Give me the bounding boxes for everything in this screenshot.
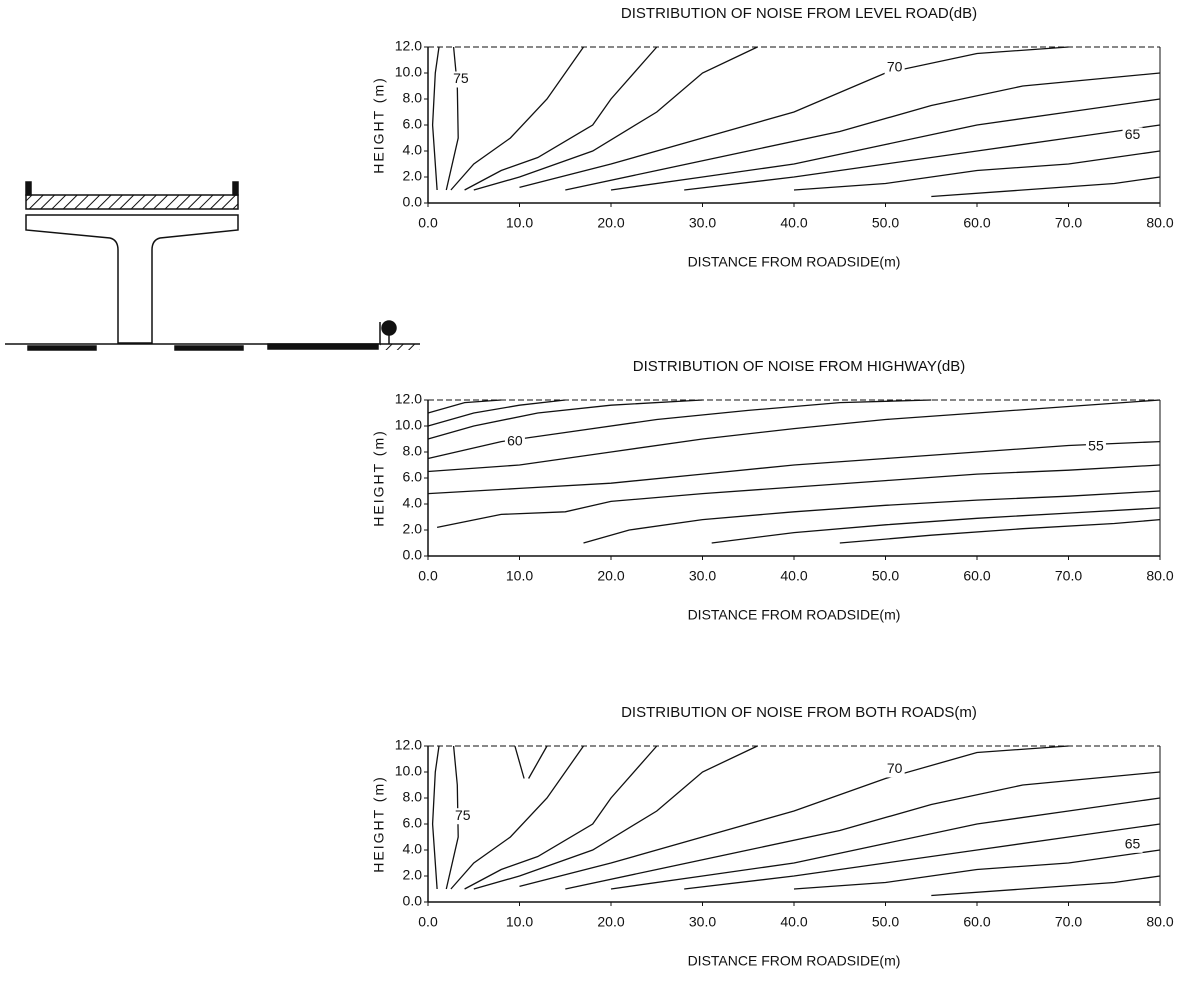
contour-level-label: 65	[1125, 836, 1141, 852]
chart-title: DISTRIBUTION OF NOISE FROM HIGHWAY(dB)	[633, 358, 966, 375]
y-axis-label: HEIGHT (m)	[371, 775, 387, 873]
contour-level-label: 60	[507, 432, 523, 448]
x-tick-label: 30.0	[689, 215, 716, 231]
y-tick-label: 10.0	[395, 763, 422, 779]
y-tick-label: 12.0	[395, 737, 422, 753]
contour-level-label: 75	[455, 807, 471, 823]
chart-title: DISTRIBUTION OF NOISE FROM BOTH ROADS(m)	[621, 704, 977, 721]
y-tick-label: 8.0	[403, 443, 423, 459]
contour-line	[520, 746, 1069, 886]
x-tick-label: 0.0	[418, 568, 438, 584]
contour-line	[465, 746, 657, 889]
x-axis-label: DISTANCE FROM ROADSIDE(m)	[688, 607, 901, 623]
contour-line	[428, 400, 931, 459]
contour-level-label: 70	[887, 59, 903, 75]
contour-line	[611, 798, 1160, 889]
y-tick-label: 2.0	[403, 867, 423, 883]
y-tick-label: 8.0	[403, 789, 423, 805]
x-tick-label: 10.0	[506, 914, 533, 930]
x-tick-label: 70.0	[1055, 215, 1082, 231]
contour-level-label: 55	[1088, 438, 1104, 454]
contour-line	[684, 824, 1160, 889]
x-tick-label: 40.0	[780, 568, 807, 584]
x-tick-label: 50.0	[872, 914, 899, 930]
contour-line	[465, 47, 657, 190]
x-tick-label: 30.0	[689, 568, 716, 584]
contour-line	[437, 465, 1160, 527]
y-axis-label: HEIGHT (m)	[371, 76, 387, 174]
x-tick-label: 40.0	[780, 914, 807, 930]
contour-line	[474, 746, 758, 889]
contour-line	[433, 746, 439, 889]
x-tick-label: 80.0	[1146, 215, 1173, 231]
x-axis-label: DISTANCE FROM ROADSIDE(m)	[688, 953, 901, 969]
contour-level-label: 75	[453, 70, 469, 86]
y-tick-label: 6.0	[403, 815, 423, 831]
x-tick-label: 20.0	[597, 914, 624, 930]
x-tick-label: 20.0	[597, 215, 624, 231]
y-tick-label: 0.0	[403, 194, 423, 210]
x-tick-label: 20.0	[597, 568, 624, 584]
y-tick-label: 2.0	[403, 521, 423, 537]
contour-line	[515, 746, 524, 779]
y-tick-label: 10.0	[395, 64, 422, 80]
contour-line	[931, 177, 1160, 197]
contour-line	[428, 442, 1160, 494]
y-tick-label: 4.0	[403, 142, 423, 158]
x-tick-label: 60.0	[963, 568, 990, 584]
chart-title: DISTRIBUTION OF NOISE FROM LEVEL ROAD(dB…	[621, 5, 977, 22]
x-tick-label: 80.0	[1146, 568, 1173, 584]
x-tick-label: 70.0	[1055, 568, 1082, 584]
y-tick-label: 2.0	[403, 168, 423, 184]
contour-line	[565, 772, 1160, 889]
contour-line	[611, 99, 1160, 190]
contour-line	[584, 491, 1161, 543]
contour-line	[428, 400, 565, 426]
x-tick-label: 70.0	[1055, 914, 1082, 930]
x-tick-label: 50.0	[872, 568, 899, 584]
contour-line	[931, 876, 1160, 896]
bridge-diagram	[5, 182, 420, 350]
y-axis-label: HEIGHT (m)	[371, 429, 387, 527]
contour-level-label: 70	[887, 760, 903, 776]
contour-line	[446, 47, 458, 190]
contour-line	[433, 47, 439, 190]
contour-level-label: 65	[1125, 126, 1141, 142]
page: DISTRIBUTION OF NOISE FROM LEVEL ROAD(dB…	[0, 0, 1182, 984]
contour-line	[474, 47, 758, 190]
contour-line	[451, 47, 584, 190]
x-axis-label: DISTANCE FROM ROADSIDE(m)	[688, 254, 901, 270]
y-tick-label: 8.0	[403, 90, 423, 106]
y-tick-label: 4.0	[403, 841, 423, 857]
x-tick-label: 10.0	[506, 215, 533, 231]
x-tick-label: 30.0	[689, 914, 716, 930]
x-tick-label: 60.0	[963, 914, 990, 930]
y-tick-label: 6.0	[403, 469, 423, 485]
y-tick-label: 10.0	[395, 417, 422, 433]
x-tick-label: 60.0	[963, 215, 990, 231]
contour-line	[520, 47, 1069, 187]
x-tick-label: 0.0	[418, 215, 438, 231]
y-tick-label: 4.0	[403, 495, 423, 511]
y-tick-label: 0.0	[403, 893, 423, 909]
y-tick-label: 6.0	[403, 116, 423, 132]
x-tick-label: 0.0	[418, 914, 438, 930]
contour-line	[840, 520, 1160, 543]
x-tick-label: 50.0	[872, 215, 899, 231]
y-tick-label: 12.0	[395, 391, 422, 407]
contour-line	[428, 400, 501, 413]
x-tick-label: 80.0	[1146, 914, 1173, 930]
y-tick-label: 0.0	[403, 547, 423, 563]
x-tick-label: 10.0	[506, 568, 533, 584]
x-tick-label: 40.0	[780, 215, 807, 231]
y-tick-label: 12.0	[395, 38, 422, 54]
contour-line	[565, 73, 1160, 190]
contour-line	[684, 125, 1160, 190]
contour-line	[529, 746, 547, 779]
